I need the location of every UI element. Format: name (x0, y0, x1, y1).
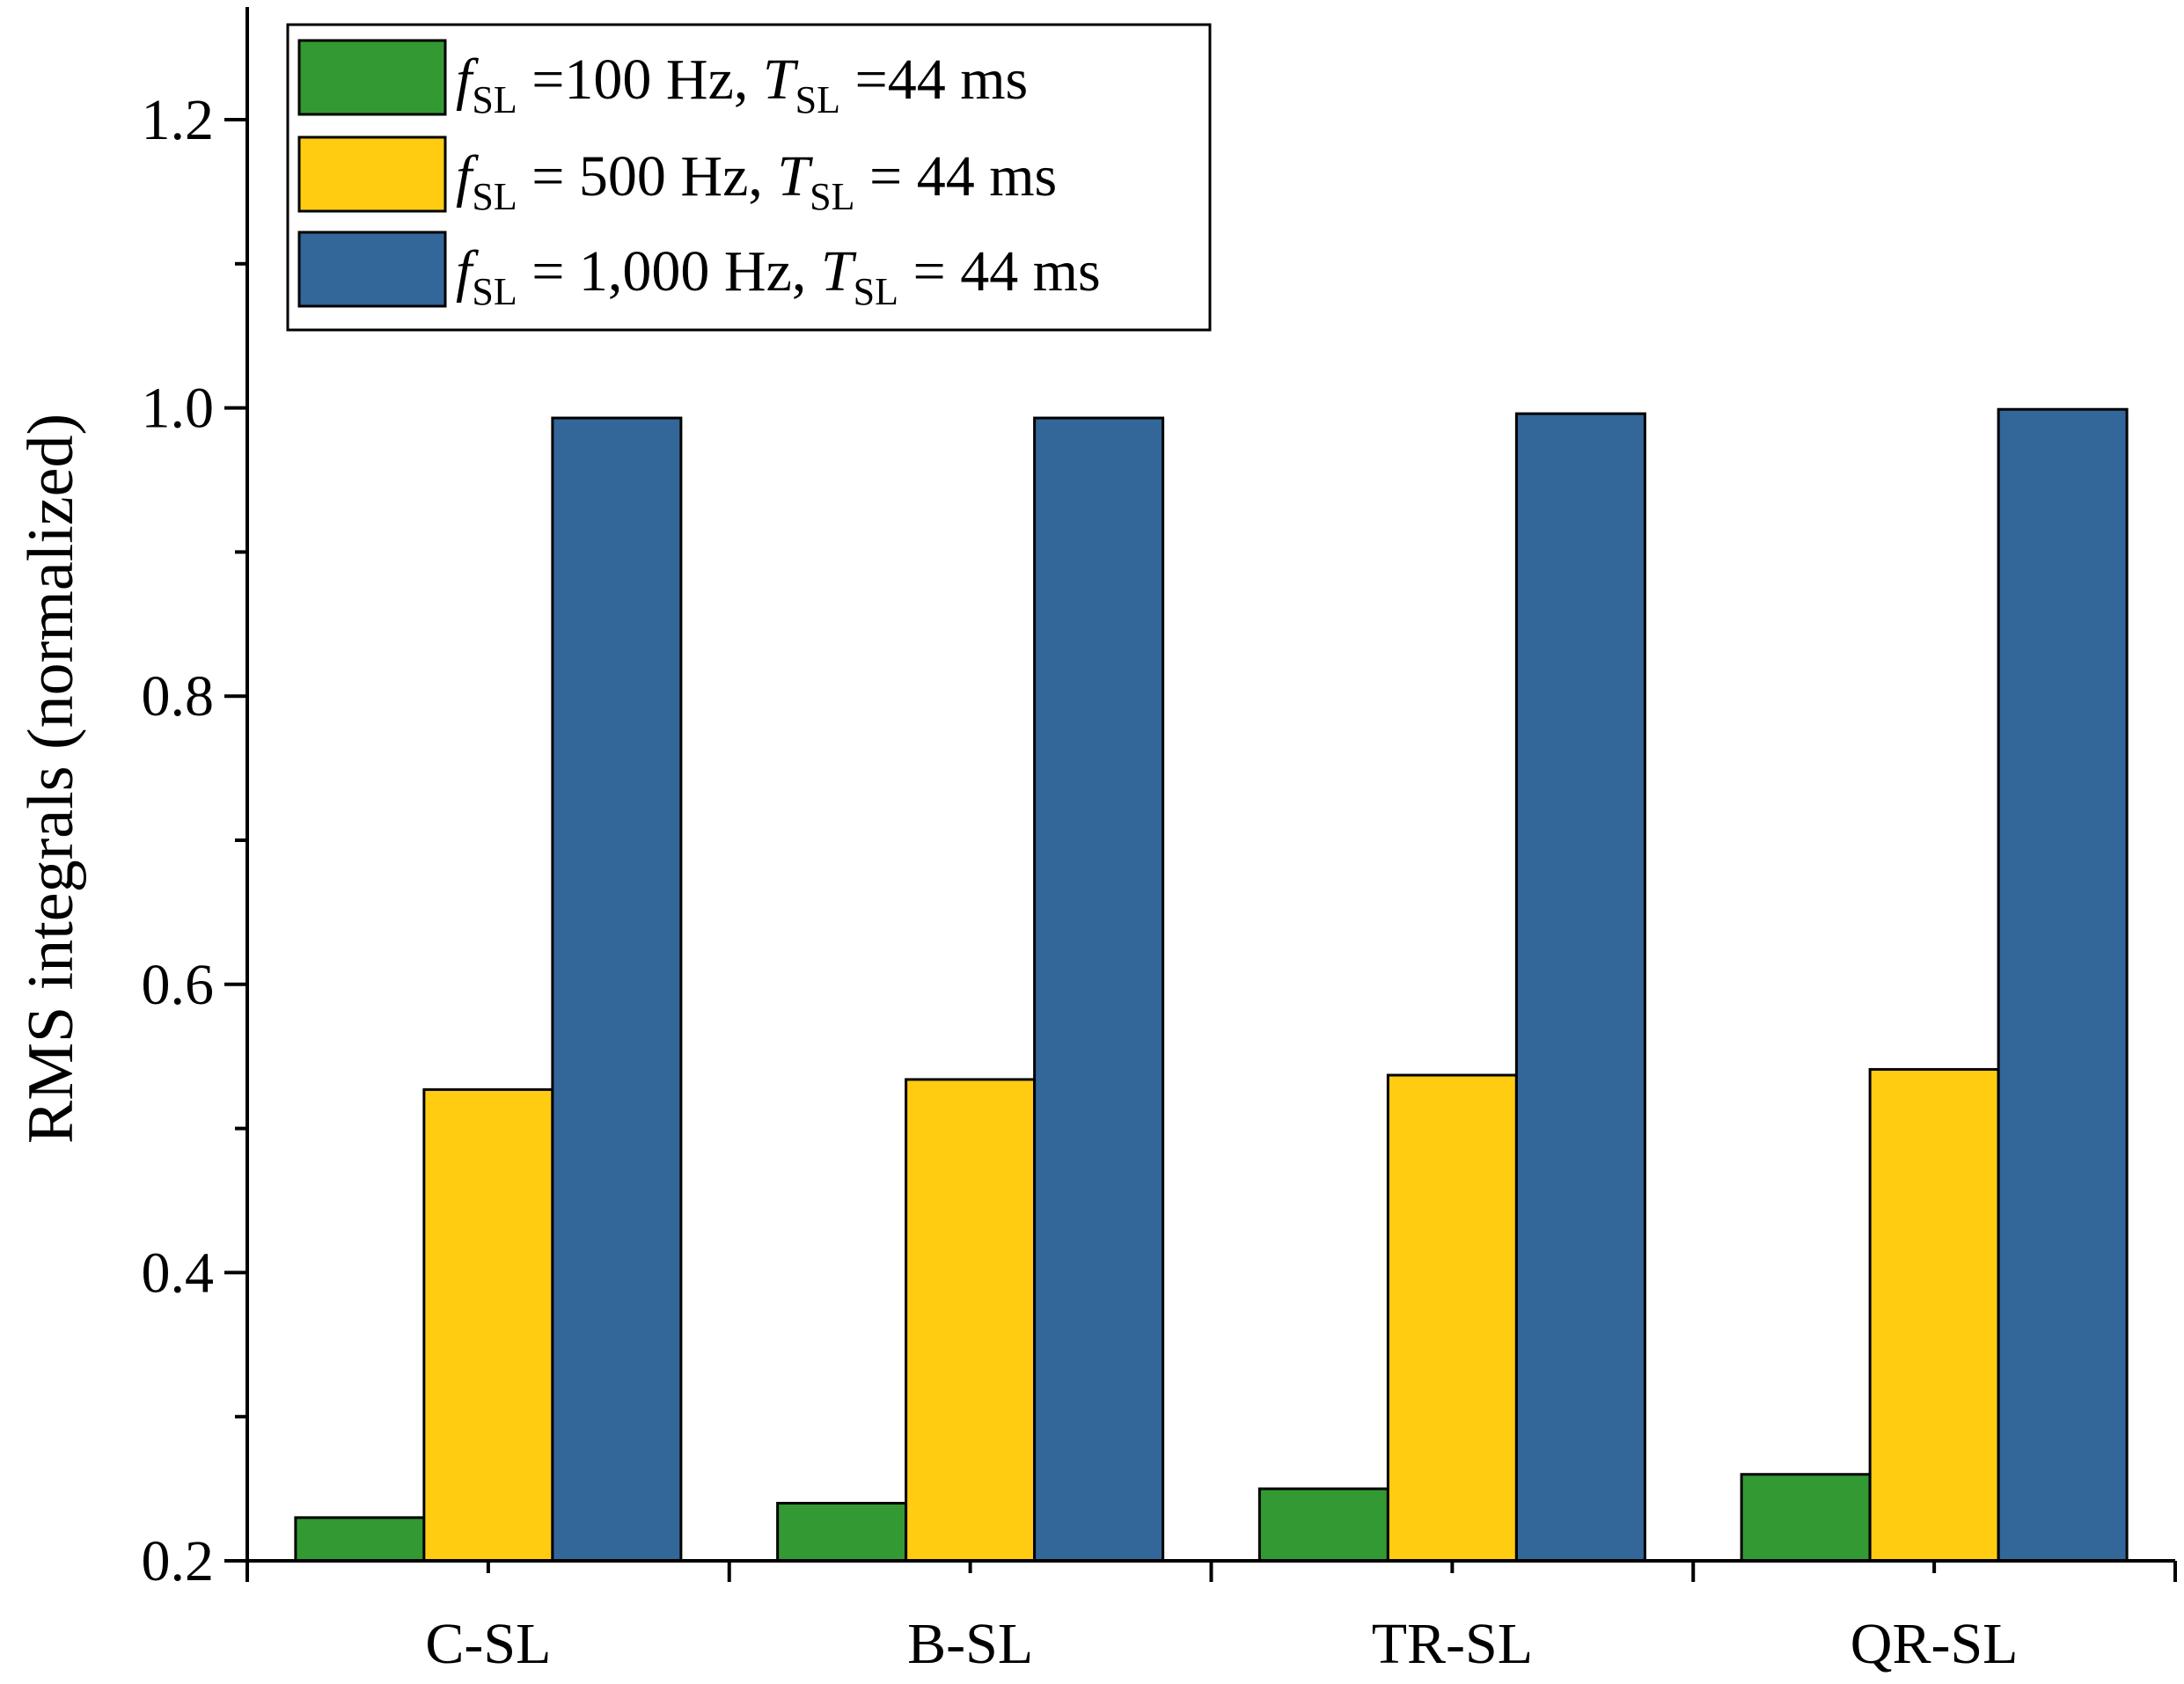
x-tick-label: QR-SL (1851, 1612, 2019, 1676)
y-tick-label: 0.8 (142, 664, 215, 729)
legend-label-series-1: fSL =100 Hz, TSL =44 ms (456, 48, 1028, 121)
bar-tr-sl-series-3 (1514, 412, 1646, 1563)
bar-c-sl-series-1 (294, 1516, 426, 1563)
y-tick-label: 0.2 (142, 1529, 215, 1593)
bar-qr-sl-series-2 (1868, 1067, 2000, 1563)
legend-swatch-series-1 (297, 39, 447, 116)
x-tick-label: B-SL (907, 1612, 1033, 1676)
bar-b-sl-series-2 (905, 1078, 1037, 1563)
bar-c-sl-series-2 (422, 1087, 554, 1563)
bar-tr-sl-series-2 (1386, 1073, 1518, 1563)
axes-group: 0.2 0.4 0.6 0.8 1.0 1.2 C-SL B-SL TR-SL QR-SL (142, 7, 2177, 1676)
bar-c-sl-series-3 (551, 416, 683, 1563)
y-tick-label: 0.6 (142, 953, 215, 1017)
bar-b-sl-series-3 (1033, 416, 1165, 1563)
x-tick-label: C-SL (425, 1612, 551, 1676)
y-axis-title: RMS integrals (normalized) (15, 414, 87, 1144)
bar-qr-sl-series-3 (1997, 407, 2129, 1563)
legend-swatch-series-3 (297, 231, 447, 308)
bar-b-sl-series-1 (776, 1501, 908, 1563)
bar-qr-sl-series-1 (1740, 1473, 1872, 1563)
legend-swatch-series-2 (297, 135, 447, 213)
legend-label-series-3: fSL = 1,000 Hz, TSL = 44 ms (456, 239, 1101, 313)
legend: fSL =100 Hz, TSL =44 ms fSL = 500 Hz, TSL… (286, 23, 1212, 332)
y-tick-label: 1.0 (142, 377, 215, 441)
bars-group (294, 407, 2129, 1563)
x-tick-label: TR-SL (1372, 1612, 1533, 1676)
legend-label-series-2: fSL = 500 Hz, TSL = 44 ms (456, 144, 1057, 218)
bar-tr-sl-series-1 (1257, 1487, 1389, 1563)
y-tick-label: 0.4 (142, 1241, 215, 1305)
y-tick-label: 1.2 (142, 88, 215, 152)
